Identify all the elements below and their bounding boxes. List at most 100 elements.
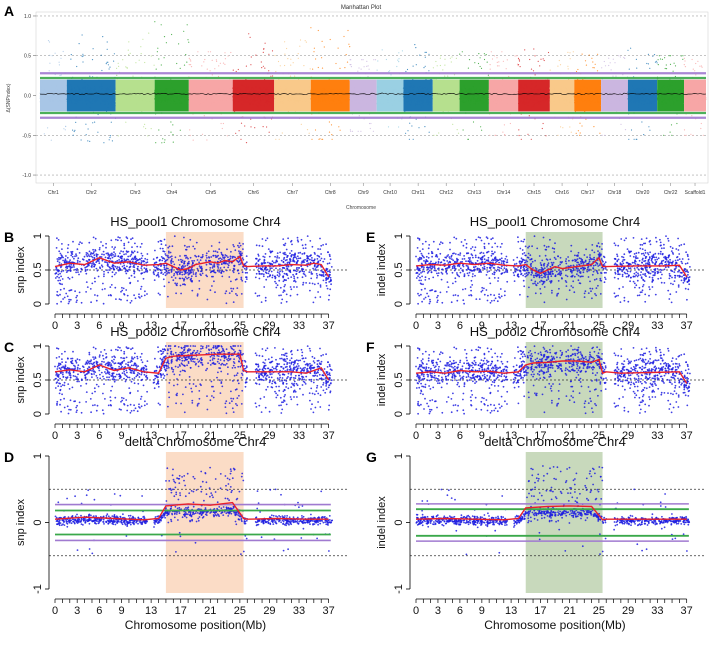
- data-point: [400, 102, 402, 104]
- data-point: [76, 97, 78, 99]
- data-point: [465, 89, 467, 91]
- data-point: [74, 129, 76, 131]
- data-point: [228, 87, 230, 89]
- data-point: [352, 89, 354, 91]
- data-point: [218, 65, 220, 67]
- data-point: [506, 59, 508, 61]
- data-point: [106, 48, 108, 50]
- data-point: [135, 99, 137, 101]
- data-point: [362, 94, 364, 96]
- data-point: [449, 99, 451, 101]
- data-point: [134, 102, 136, 104]
- data-point: [199, 84, 201, 86]
- data-point: [569, 98, 571, 100]
- data-point: [307, 94, 309, 96]
- data-point: [180, 95, 182, 97]
- data-point: [395, 98, 397, 100]
- data-point: [539, 94, 541, 96]
- data-point: [517, 64, 520, 66]
- data-point: [104, 96, 106, 98]
- data-point: [174, 101, 176, 103]
- data-point: [518, 129, 520, 131]
- data-point: [457, 98, 459, 100]
- data-point: [268, 101, 270, 103]
- data-point: [564, 87, 567, 89]
- data-point: [145, 127, 147, 130]
- data-point: [123, 92, 125, 94]
- data-point: [254, 91, 256, 93]
- data-point: [240, 138, 242, 140]
- data-point: [372, 90, 374, 92]
- data-point: [110, 92, 112, 94]
- data-point: [285, 98, 287, 100]
- data-point: [386, 91, 388, 93]
- data-point: [402, 100, 404, 102]
- data-point: [436, 97, 438, 99]
- data-point: [439, 85, 441, 87]
- chromosome-label: Chr7: [287, 190, 298, 196]
- data-point: [257, 106, 259, 108]
- data-point: [495, 134, 497, 136]
- data-point: [294, 92, 296, 94]
- data-point: [255, 90, 257, 92]
- data-point: [372, 130, 374, 132]
- data-point: [114, 97, 116, 99]
- data-point: [125, 89, 128, 91]
- data-point: [131, 100, 133, 102]
- data-point: [147, 101, 149, 103]
- data-point: [103, 99, 106, 101]
- data-point: [437, 85, 439, 87]
- data-point: [398, 91, 400, 93]
- data-point: [305, 41, 307, 43]
- data-point: [362, 104, 364, 106]
- data-point: [114, 87, 116, 89]
- data-point: [547, 90, 550, 92]
- data-point: [55, 99, 57, 101]
- y-tick-label: 1.0: [24, 14, 31, 20]
- data-point: [197, 98, 199, 100]
- data-point: [400, 100, 403, 102]
- data-point: [384, 91, 386, 94]
- data-point: [540, 101, 542, 103]
- data-point: [566, 90, 568, 92]
- data-point: [236, 91, 238, 93]
- data-point: [205, 99, 207, 101]
- data-point: [336, 102, 338, 104]
- data-point: [162, 94, 164, 96]
- data-point: [133, 85, 135, 87]
- data-point: [265, 99, 267, 101]
- data-point: [57, 92, 59, 94]
- data-point: [264, 95, 266, 97]
- data-point: [223, 95, 225, 97]
- data-point: [225, 97, 227, 99]
- data-point: [184, 97, 186, 99]
- data-point: [304, 40, 306, 42]
- data-point: [191, 86, 193, 88]
- data-point: [479, 99, 481, 101]
- data-point: [505, 101, 507, 103]
- data-point: [206, 99, 208, 101]
- data-point: [502, 98, 504, 100]
- data-point: [39, 97, 41, 99]
- data-point: [370, 122, 372, 125]
- data-point: [150, 95, 153, 98]
- data-point: [346, 100, 348, 102]
- data-point: [175, 95, 177, 97]
- data-point: [478, 96, 480, 98]
- data-point: [198, 99, 200, 101]
- data-point: [65, 96, 67, 98]
- data-point: [475, 89, 477, 92]
- data-point: [431, 89, 433, 91]
- data-point: [438, 101, 440, 103]
- data-point: [162, 138, 164, 140]
- data-point: [262, 126, 264, 128]
- data-point: [543, 99, 545, 101]
- data-point: [435, 95, 437, 97]
- data-point: [267, 91, 269, 93]
- data-point: [178, 43, 180, 45]
- panel-letter-c: C: [4, 339, 14, 355]
- data-point: [376, 103, 378, 105]
- data-point: [436, 88, 438, 90]
- data-point: [293, 102, 295, 105]
- data-point: [350, 96, 352, 98]
